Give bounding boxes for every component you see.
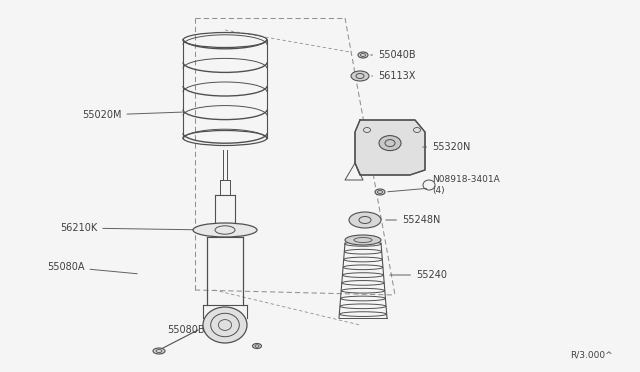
Ellipse shape (379, 136, 401, 151)
Ellipse shape (193, 223, 257, 237)
Text: 55040B: 55040B (371, 50, 415, 60)
Text: 55020M: 55020M (82, 110, 182, 120)
Polygon shape (355, 120, 425, 175)
Text: 55240: 55240 (390, 270, 447, 280)
Text: 55080BA: 55080BA (167, 325, 240, 335)
Ellipse shape (153, 348, 165, 354)
Text: 55080A: 55080A (47, 262, 137, 274)
Text: 56113X: 56113X (372, 71, 415, 81)
Ellipse shape (253, 343, 262, 349)
Ellipse shape (203, 307, 247, 343)
Ellipse shape (375, 189, 385, 195)
Ellipse shape (345, 235, 381, 245)
Text: 55320N: 55320N (423, 142, 470, 152)
Text: 56210K: 56210K (60, 223, 207, 233)
Ellipse shape (349, 212, 381, 228)
Text: 55248N: 55248N (386, 215, 440, 225)
Text: N08918-3401A
(4): N08918-3401A (4) (388, 175, 500, 195)
Ellipse shape (358, 52, 368, 58)
Ellipse shape (351, 71, 369, 81)
Text: R/3.000^: R/3.000^ (570, 351, 612, 360)
